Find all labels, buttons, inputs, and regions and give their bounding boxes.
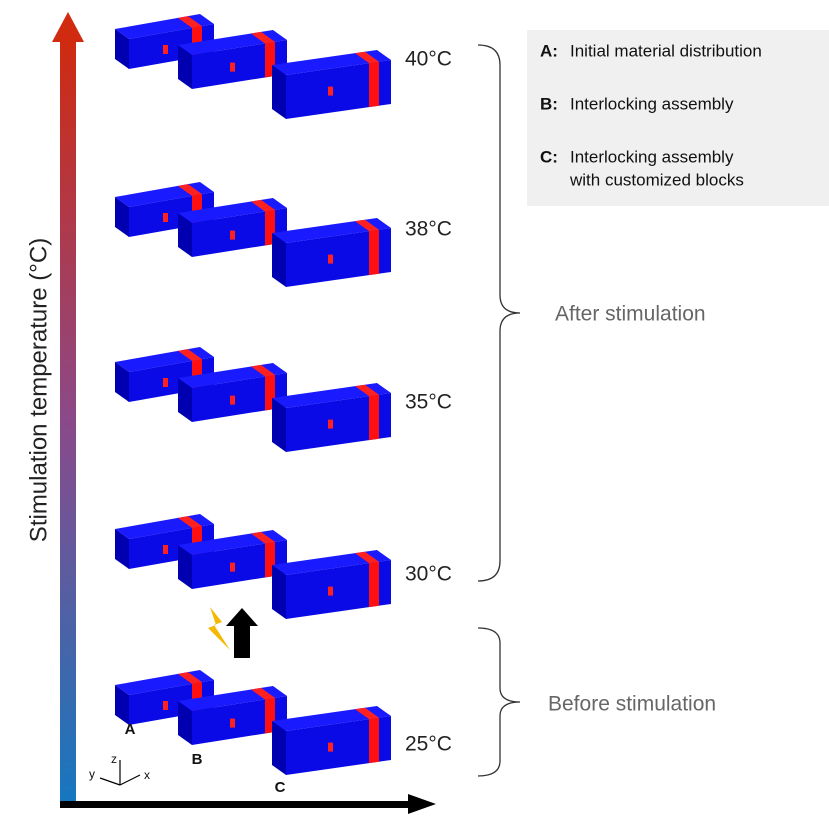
block-label: A — [125, 721, 136, 738]
red-mark — [328, 87, 333, 96]
legend-key: A: — [540, 41, 558, 60]
axis-letter: z — [111, 752, 117, 766]
figure: Stimulation temperature (°C) 40°C 38°C 35°… — [0, 0, 829, 816]
red-strip — [369, 62, 379, 107]
x-axis-arrowhead — [408, 794, 436, 814]
temperature-label: 35°C — [405, 391, 452, 414]
axis-label: Stimulation temperature (°C) — [25, 238, 52, 542]
red-mark — [328, 743, 333, 752]
legend-text: Initial material distribution — [570, 41, 762, 60]
red-mark — [163, 378, 168, 387]
legend-key: C: — [540, 147, 558, 166]
axis-arrowhead — [52, 12, 84, 42]
axis-letter: x — [144, 768, 150, 782]
legend-text: with customized blocks — [569, 170, 744, 189]
temperature-label: 38°C — [405, 218, 452, 241]
brace-label: Before stimulation — [548, 693, 716, 716]
block-label: B — [192, 751, 203, 768]
legend-key: B: — [540, 94, 558, 113]
temperature-label: 25°C — [405, 733, 452, 756]
axes-triad — [100, 760, 140, 785]
red-mark — [230, 63, 235, 72]
red-mark — [328, 587, 333, 596]
red-mark — [230, 563, 235, 572]
block — [272, 50, 391, 119]
red-mark — [230, 231, 235, 240]
red-mark — [230, 396, 235, 405]
temperature-label: 40°C — [405, 48, 452, 71]
block — [272, 550, 391, 619]
brace-label: After stimulation — [555, 303, 706, 326]
red-mark — [328, 255, 333, 264]
stimulus — [208, 607, 258, 658]
legend-text: Interlocking assembly — [570, 147, 734, 166]
block — [272, 218, 391, 287]
axis-letter: y — [89, 767, 95, 781]
temperature-label: 30°C — [405, 563, 452, 586]
red-mark — [328, 420, 333, 429]
red-strip — [369, 718, 379, 763]
block — [272, 383, 391, 452]
block-label: C — [275, 779, 286, 796]
red-mark — [163, 213, 168, 222]
legend-text: Interlocking assembly — [570, 94, 734, 113]
block — [272, 706, 391, 775]
red-strip — [369, 230, 379, 275]
brace-before — [478, 628, 520, 776]
red-mark — [163, 701, 168, 710]
red-strip — [369, 395, 379, 440]
red-mark — [163, 545, 168, 554]
red-mark — [163, 45, 168, 54]
brace-after — [478, 45, 520, 581]
temperature-axis — [60, 40, 76, 808]
x-axis — [60, 801, 410, 808]
red-mark — [230, 719, 235, 728]
red-strip — [369, 562, 379, 607]
